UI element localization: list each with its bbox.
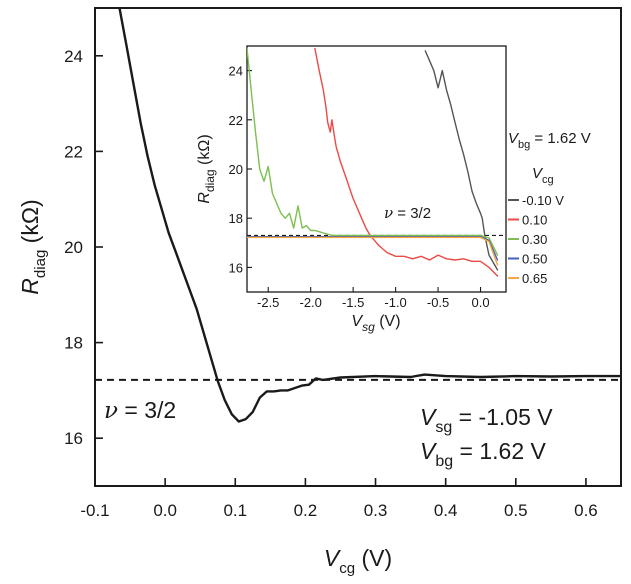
main-nu-annotation: ν = 3/2 xyxy=(104,397,176,424)
x-tick-label: 0.6 xyxy=(574,501,598,520)
main-vbg-annotation: Vbg = 1.62 V xyxy=(420,438,547,470)
x-tick-label: -2.0 xyxy=(299,295,321,310)
x-tick-label: -0.5 xyxy=(427,295,449,310)
legend-label: 0.65 xyxy=(522,271,547,286)
main-vsg-annotation: Vsg = -1.05 V xyxy=(420,404,553,436)
x-tick-label: 0.0 xyxy=(153,501,177,520)
main-nu-value: = 3/2 xyxy=(118,397,176,423)
inset-nu-annotation: ν = 3/2 xyxy=(384,204,431,222)
y-tick-label: 20 xyxy=(229,162,243,177)
x-tick-label: 0.1 xyxy=(223,501,247,520)
x-tick-label: 0.4 xyxy=(434,501,458,520)
main-x-axis-label: Vcg (V) xyxy=(324,545,392,577)
x-tick-label: -2.5 xyxy=(257,295,279,310)
main-y-axis-label: Rdiag (kΩ) xyxy=(17,199,49,294)
y-tick-label: 20 xyxy=(64,238,83,257)
legend-items: -0.10 V 0.10 0.30 0.50 0.65 xyxy=(508,193,564,286)
y-tick-label: 24 xyxy=(64,47,83,66)
y-tick-label: 16 xyxy=(64,429,83,448)
y-tick-label: 22 xyxy=(229,113,243,128)
y-tick-label: 22 xyxy=(64,142,83,161)
series-line-1 xyxy=(118,8,621,423)
series-line-1 xyxy=(424,50,499,271)
legend-label: -0.10 V xyxy=(522,193,564,208)
y-tick-label: 18 xyxy=(229,211,243,226)
y-tick-label: 18 xyxy=(64,334,83,353)
series-line-5 xyxy=(247,236,499,266)
series-line-3 xyxy=(247,47,499,256)
legend-title: Vcg xyxy=(532,165,554,186)
inset-y-axis-label: Rdiag (kΩ) xyxy=(196,134,217,203)
legend-label: 0.10 xyxy=(522,213,547,228)
legend-label: 0.50 xyxy=(522,252,547,267)
inset-vbg-annotation: Vbg = 1.62 V xyxy=(508,130,591,151)
y-tick-label: 16 xyxy=(229,260,243,275)
x-tick-label: 0.2 xyxy=(294,501,318,520)
inset-x-axis-label: Vsg (V) xyxy=(351,313,400,334)
x-tick-label: 0.3 xyxy=(364,501,388,520)
x-tick-label: 0.0 xyxy=(471,295,489,310)
inset-chart: -2.5 -2.0 -1.5 -1.0 -0.5 0.0 16 18 20 22 24 Vsg (V… xyxy=(196,45,591,334)
legend-label: 0.30 xyxy=(522,232,547,247)
main-ticks: -0.1 0.0 0.1 0.2 0.3 0.4 0.5 0.6 16 18 20 22 24 xyxy=(64,47,598,520)
x-tick-label: 0.5 xyxy=(504,501,528,520)
y-tick-label: 24 xyxy=(229,64,243,79)
inset-series-group xyxy=(247,47,499,277)
inset-ticks: -2.5 -2.0 -1.5 -1.0 -0.5 0.0 16 18 20 22 24 xyxy=(229,64,490,310)
x-tick-label: -0.1 xyxy=(80,501,109,520)
inset-legend: Vcg -0.10 V 0.10 0.30 0.50 0.65 xyxy=(508,165,564,286)
inset-nu-value: = 3/2 xyxy=(393,205,431,222)
main-series-group xyxy=(118,8,621,423)
inset-background xyxy=(242,46,506,292)
x-tick-label: -1.0 xyxy=(384,295,406,310)
x-tick-label: -1.5 xyxy=(342,295,364,310)
main-chart: -0.1 0.0 0.1 0.2 0.3 0.4 0.5 0.6 16 18 20 22 24 Vcg … xyxy=(17,7,622,577)
